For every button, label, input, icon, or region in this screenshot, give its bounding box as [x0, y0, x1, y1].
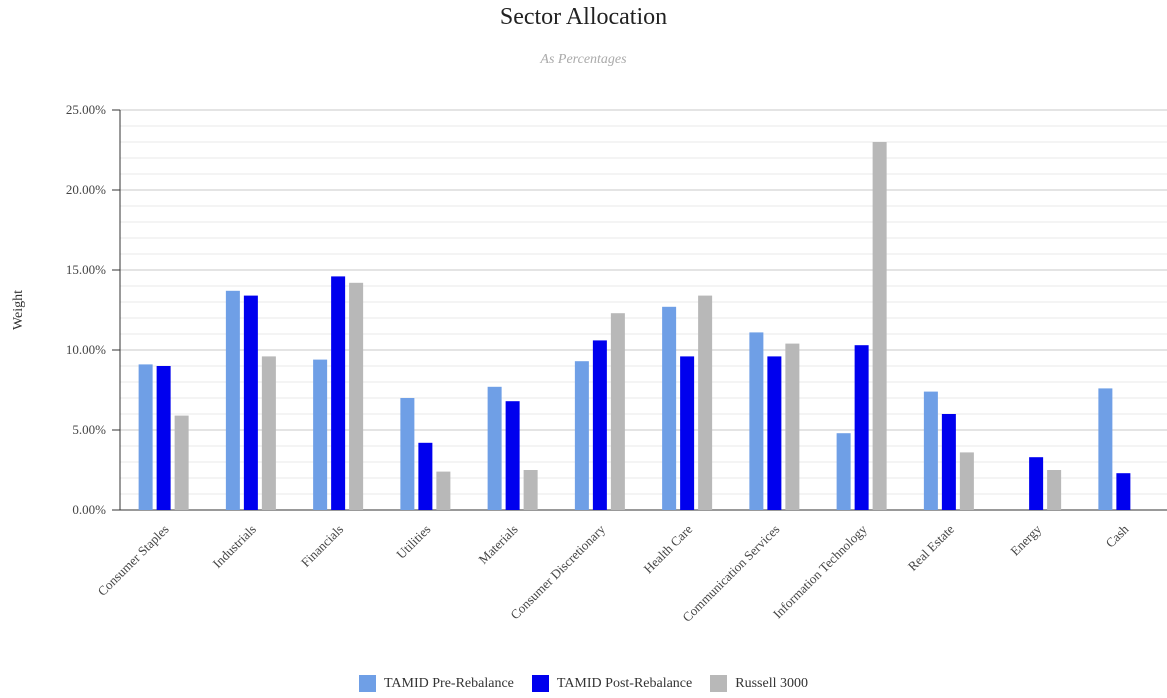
- bar: [941, 414, 956, 510]
- legend-item[interactable]: TAMID Pre-Rebalance: [359, 675, 514, 692]
- legend: TAMID Pre-Rebalance TAMID Post-Rebalance R…: [0, 675, 1167, 692]
- bar: [749, 332, 764, 510]
- legend-swatch: [359, 675, 376, 692]
- bar: [225, 290, 240, 510]
- y-tick-label: 20.00%: [66, 182, 106, 197]
- bars: [138, 142, 1131, 510]
- bar: [505, 401, 520, 510]
- bar: [767, 356, 782, 510]
- bar: [680, 356, 695, 510]
- bar-chart: 0.00% 5.00% 10.00% 15.00% 20.00% 25.00% Consu…: [11, 102, 1167, 625]
- bar: [174, 415, 189, 510]
- bar: [923, 391, 938, 510]
- x-tick-label: Materials: [475, 522, 520, 567]
- x-tick-label: Financials: [298, 522, 346, 570]
- x-tick-label: Real Estate: [905, 521, 957, 573]
- grid-lines: [119, 109, 1167, 511]
- bar: [872, 142, 887, 510]
- bar: [487, 386, 502, 510]
- y-axis-ticks: 0.00% 5.00% 10.00% 15.00% 20.00% 25.00%: [66, 102, 120, 517]
- bar: [1047, 470, 1062, 510]
- bar: [418, 442, 433, 510]
- x-tick-label: Information Technology: [770, 521, 870, 621]
- y-tick-label: 10.00%: [66, 342, 106, 357]
- bar: [523, 470, 538, 510]
- bar: [1116, 473, 1131, 510]
- chart-subtitle: As Percentages: [540, 52, 627, 67]
- bar: [1098, 388, 1113, 510]
- x-tick-label: Utilities: [393, 522, 433, 562]
- bar: [400, 398, 415, 510]
- bar: [854, 345, 869, 510]
- x-tick-label: Industrials: [210, 522, 259, 571]
- bar: [592, 340, 607, 510]
- bar: [331, 276, 346, 510]
- bar: [785, 343, 800, 510]
- x-tick-label: Energy: [1007, 521, 1044, 558]
- bar: [156, 366, 171, 510]
- bar: [610, 313, 625, 510]
- bar: [574, 361, 589, 510]
- x-tick-label: Communication Services: [679, 522, 782, 625]
- x-tick-label: Cash: [1103, 521, 1132, 550]
- legend-label: TAMID Post-Rebalance: [556, 675, 693, 691]
- legend-item[interactable]: Russell 3000: [710, 675, 808, 692]
- bar: [662, 306, 677, 510]
- chart-title: Sector Allocation: [499, 4, 668, 30]
- y-tick-label: 0.00%: [72, 502, 106, 517]
- y-axis-label: Weight: [11, 290, 26, 330]
- x-tick-label: Consumer Staples: [94, 522, 171, 599]
- legend-item[interactable]: TAMID Post-Rebalance: [531, 675, 693, 692]
- legend-swatch: [710, 675, 728, 692]
- y-tick-label: 5.00%: [72, 422, 106, 437]
- bar: [698, 295, 713, 510]
- bar: [313, 359, 328, 510]
- bar: [836, 433, 851, 510]
- bar: [436, 471, 451, 510]
- y-tick-label: 15.00%: [66, 262, 106, 277]
- bar: [959, 452, 974, 510]
- bar: [138, 364, 153, 510]
- x-axis-labels: Consumer Staples Industrials Financials Uti…: [94, 521, 1131, 625]
- bar: [243, 295, 258, 510]
- legend-label: TAMID Pre-Rebalance: [384, 675, 514, 691]
- x-tick-label: Consumer Discretionary: [507, 521, 608, 622]
- legend-label: Russell 3000: [735, 675, 808, 691]
- x-tick-label: Health Care: [640, 521, 695, 576]
- legend-swatch: [531, 675, 549, 692]
- bar: [261, 356, 276, 510]
- bar: [349, 282, 364, 510]
- bar: [1029, 457, 1044, 510]
- y-tick-label: 25.00%: [66, 102, 106, 117]
